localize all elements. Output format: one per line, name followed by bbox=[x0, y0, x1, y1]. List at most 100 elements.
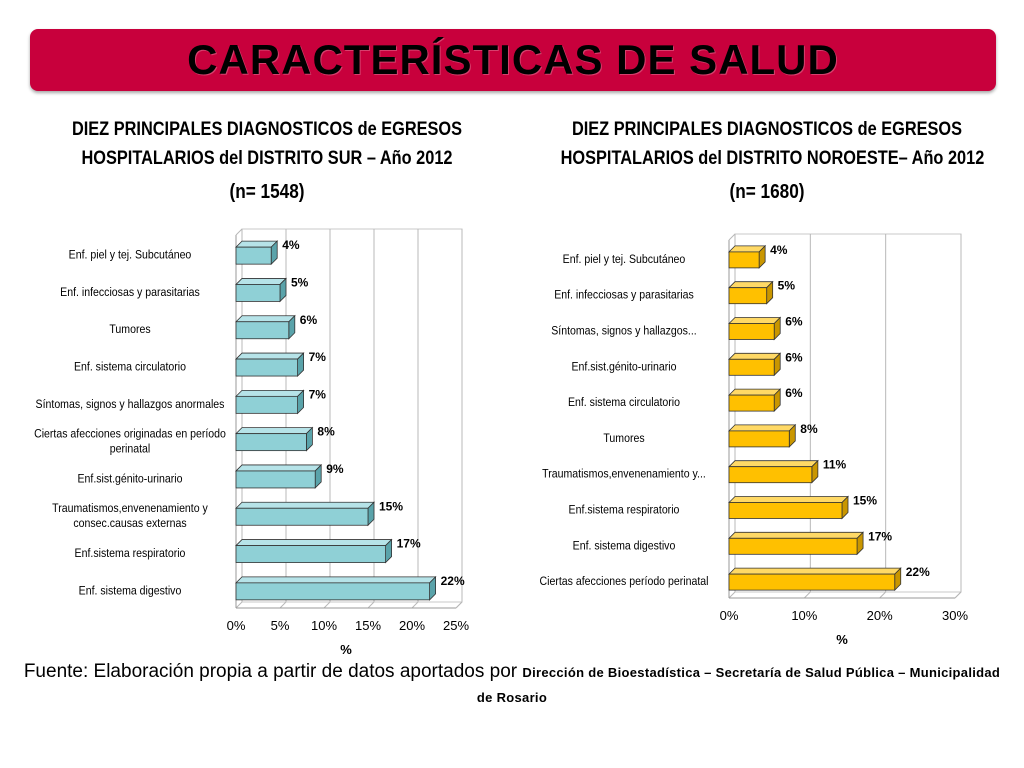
chart-sur-bar-front-face bbox=[235, 582, 431, 601]
chart-noroeste-x-tick-label: 30% bbox=[942, 608, 968, 623]
chart-sur-category-label: Enf.sistema respiratorio bbox=[75, 547, 186, 560]
chart-sur-data-label: 4% bbox=[282, 238, 300, 252]
chart-sur-floor-gridline bbox=[367, 601, 375, 609]
chart-noroeste-heading: DIEZ PRINCIPALES DIAGNOSTICOS de EGRESOS… bbox=[561, 115, 985, 207]
chart-noroeste-bar-front-face bbox=[728, 287, 768, 305]
slide-title: CARACTERÍSTICAS DE SALUD bbox=[187, 36, 839, 83]
chart-noroeste-floor-gridline bbox=[879, 591, 887, 599]
chart-sur-category-label: Ciertas afecciones originadas en período… bbox=[34, 428, 226, 456]
source-note: Fuente: Elaboración propia a partir de d… bbox=[0, 660, 1024, 685]
chart-sur-floor-edge bbox=[455, 601, 463, 609]
chart-noroeste-category-label: Enf. infecciosas y parasitarias bbox=[554, 289, 694, 302]
chart-noroeste-data-label: 8% bbox=[800, 422, 818, 436]
chart-noroeste-bar bbox=[728, 459, 819, 484]
chart-noroeste-bar bbox=[728, 352, 782, 377]
chart-noroeste-data-label: 6% bbox=[785, 315, 803, 329]
chart-sur-bar-front-face bbox=[235, 507, 369, 526]
chart-noroeste-category-label: Enf. sistema digestivo bbox=[573, 540, 676, 553]
chart-sur-bar-front-face bbox=[235, 246, 272, 265]
chart-noroeste-category-label: Enf.sistema respiratorio bbox=[569, 504, 680, 517]
chart-sur-category-label: Traumatismos,envenenamiento y consec.caus… bbox=[52, 503, 208, 531]
chart-noroeste-sample-size: (n= 1680) bbox=[729, 181, 805, 203]
chart-sur-wall-edge bbox=[235, 228, 243, 236]
chart-noroeste-category-label: Síntomas, signos y hallazgos... bbox=[551, 325, 696, 338]
title-banner: CARACTERÍSTICAS DE SALUD bbox=[30, 29, 996, 91]
chart-noroeste-category-label: Enf. sistema circulatorio bbox=[568, 397, 680, 410]
chart-noroeste-x-tick-label: 10% bbox=[791, 608, 817, 623]
chart-noroeste-bar-top-face bbox=[728, 496, 849, 503]
source-organization: Dirección de Bioestadística – Secretaría… bbox=[522, 665, 1001, 680]
chart-sur-data-label: 15% bbox=[379, 499, 403, 513]
chart-sur-category-label-line: Tumores bbox=[109, 324, 151, 337]
chart-sur-category-label: Enf. sistema circulatorio bbox=[74, 361, 186, 374]
chart-noroeste-category-label-line: Tumores bbox=[603, 432, 645, 445]
chart-sur-heading: DIEZ PRINCIPALES DIAGNOSTICOS de EGRESOS… bbox=[61, 115, 474, 207]
chart-sur-bar bbox=[235, 501, 375, 527]
chart-sur-bar-front-face bbox=[235, 284, 281, 302]
chart-noroeste-bar-front-face bbox=[728, 394, 775, 412]
chart-noroeste-data-label: 15% bbox=[853, 494, 877, 508]
chart-sur-bar bbox=[235, 352, 305, 378]
chart-noroeste-floor-gridline bbox=[728, 591, 736, 599]
chart-noroeste-bar-top-face bbox=[728, 531, 865, 539]
chart-noroeste-data-label: 11% bbox=[823, 458, 847, 472]
chart-noroeste-bar bbox=[728, 531, 865, 556]
chart-sur-category-label: Enf. piel y tej. Subcutáneo bbox=[69, 249, 192, 262]
chart-noroeste-data-label: 6% bbox=[785, 386, 803, 400]
chart-sur-category-label-line: Enf. sistema circulatorio bbox=[74, 361, 186, 374]
chart-sur-bar-front-face bbox=[235, 470, 316, 489]
chart-sur-x-tick-label: 25% bbox=[443, 618, 469, 633]
chart-sur-x-axis-title: % bbox=[340, 642, 352, 657]
chart-noroeste-category-label-line: Síntomas, signos y hallazgos... bbox=[551, 325, 696, 338]
chart-noroeste-bar-front-face bbox=[728, 466, 813, 484]
chart-noroeste-floor-edge bbox=[954, 591, 962, 599]
chart-sur-category-label: Enf.sist.génito-urinario bbox=[77, 473, 182, 486]
chart-noroeste-bar bbox=[728, 495, 849, 520]
chart-sur-data-label: 17% bbox=[397, 537, 421, 551]
chart-sur-bar-front-face bbox=[235, 358, 298, 377]
chart-sur-category-label-line: consec.causas externas bbox=[73, 518, 187, 531]
chart-noroeste-floor-gridline bbox=[803, 591, 811, 599]
chart-noroeste-bar bbox=[728, 388, 782, 413]
chart-noroeste-data-label: 4% bbox=[770, 243, 788, 257]
chart-sur-category-label-line: Ciertas afecciones originadas en período bbox=[34, 428, 226, 441]
chart-noroeste-bar bbox=[728, 423, 797, 448]
chart-sur-category-label-line: Síntomas, signos y hallazgos anormales bbox=[36, 398, 225, 411]
chart-sur-title-line-1: DIEZ PRINCIPALES DIAGNOSTICOS de EGRESOS bbox=[71, 119, 463, 140]
chart-sur-x-tick-label: 5% bbox=[271, 618, 290, 633]
chart-sur-category-label-line: Enf. piel y tej. Subcutáneo bbox=[69, 249, 192, 262]
chart-noroeste-category-label-line: Enf. piel y tej. Subcutáneo bbox=[563, 253, 686, 266]
chart-sur-floor-gridline bbox=[279, 601, 287, 609]
chart-noroeste-bar-front-face bbox=[728, 537, 858, 555]
chart-noroeste-bar-front-face bbox=[728, 430, 790, 448]
chart-sur-category-label: Síntomas, signos y hallazgos anormales bbox=[36, 398, 225, 411]
chart-noroeste-bar bbox=[728, 280, 774, 305]
chart-sur-data-label: 7% bbox=[309, 387, 327, 401]
chart-noroeste-bar-front-face bbox=[728, 323, 775, 340]
chart-noroeste-data-label: 22% bbox=[906, 565, 930, 579]
chart-sur-bar-front-face bbox=[235, 545, 387, 563]
chart-noroeste-bar-top-face bbox=[728, 388, 782, 396]
chart-noroeste-bar-top-face bbox=[728, 317, 782, 324]
chart-sur-bar-front-face bbox=[235, 395, 298, 414]
chart-sur-category-label-line: Traumatismos,envenenamiento y bbox=[52, 503, 208, 516]
chart-sur-bar bbox=[235, 314, 296, 340]
chart-sur-x-tick-label: 10% bbox=[311, 618, 337, 633]
chart-noroeste-bar-top-face bbox=[728, 352, 782, 360]
source-prefix: Fuente: Elaboración propia a partir de d… bbox=[23, 661, 518, 682]
chart-noroeste-x-axis-title: % bbox=[836, 632, 848, 647]
chart-noroeste-x-tick-label: 0% bbox=[720, 608, 739, 623]
chart-sur-category-label-line: perinatal bbox=[110, 443, 150, 456]
chart-sur-sample-size: (n= 1548) bbox=[229, 181, 305, 203]
chart-sur-bar bbox=[235, 389, 305, 415]
chart-noroeste-category-label-line: Enf.sistema respiratorio bbox=[569, 504, 680, 517]
chart-noroeste-category-label-line: Ciertas afecciones período perinatal bbox=[540, 576, 709, 589]
chart-sur-bar bbox=[235, 426, 314, 452]
source-organization-line-2: de Rosario bbox=[476, 690, 548, 705]
chart-sur-title-line-2: HOSPITALARIOS del DISTRITO SUR – Año 201… bbox=[81, 148, 453, 169]
chart-sur-data-label: 22% bbox=[441, 574, 465, 588]
chart-sur-category-label: Tumores bbox=[109, 324, 151, 337]
chart-sur-x-tick-label: 0% bbox=[227, 618, 246, 633]
